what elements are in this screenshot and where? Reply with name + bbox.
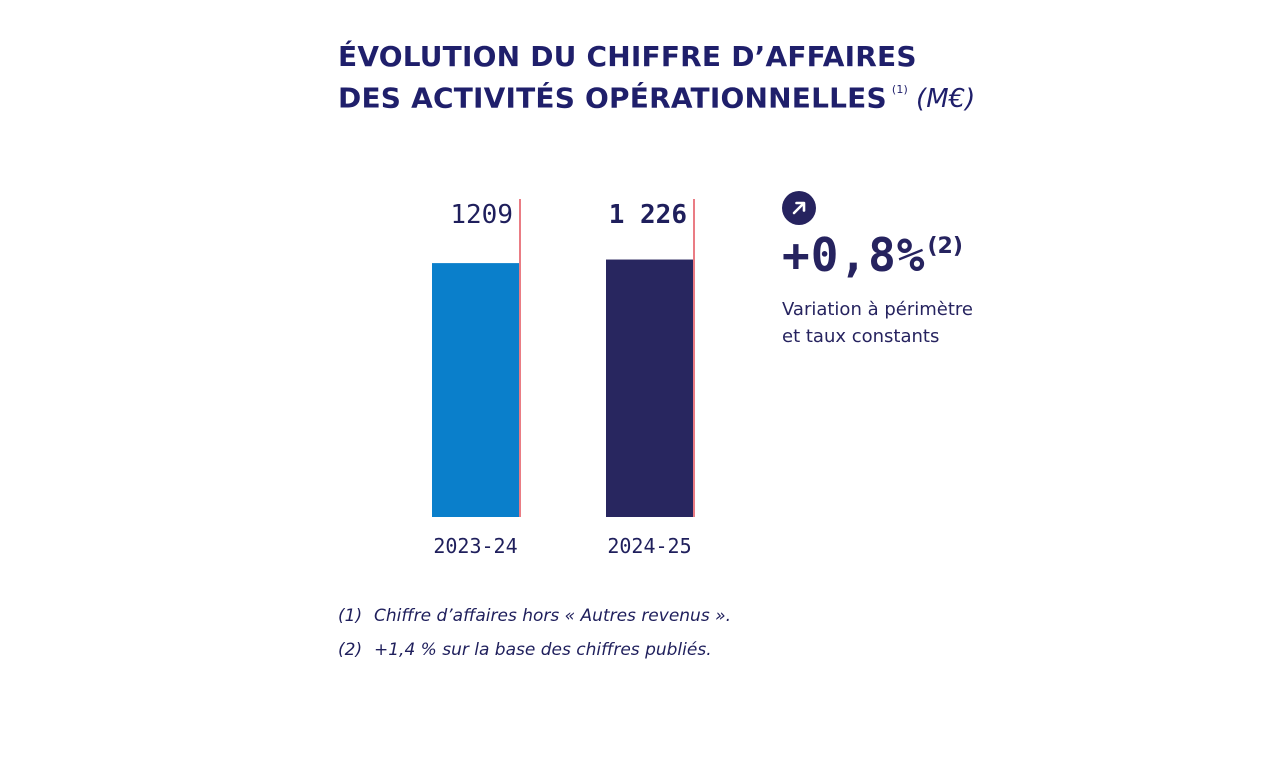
bar-value-label: 1209 (450, 200, 513, 230)
variation-footnote-ref: (2) (927, 234, 963, 259)
title-line-2: DES ACTIVITÉS OPÉRATIONNELLES (1) (M€) (338, 75, 1058, 118)
bar-value-label: 1 226 (609, 200, 687, 230)
bars-group: 1209 2023-24 1 226 2024-25 (432, 199, 695, 558)
bar-chart: 1209 2023-24 1 226 2024-25 (432, 199, 695, 558)
category-label: 2023-24 (433, 534, 517, 558)
title-line-2-text: DES ACTIVITÉS OPÉRATIONNELLES (338, 81, 887, 115)
variation-caption: Variation à périmètre et taux constants (782, 296, 1042, 350)
variation-value: +0,8%(2) (782, 228, 963, 282)
footnote-1-number: (1) (338, 606, 363, 626)
arrow-up-right-icon (782, 191, 816, 225)
category-label: 2024-25 (607, 534, 691, 558)
variation-value-text: +0,8% (782, 228, 926, 282)
bar-2024-25 (606, 259, 693, 517)
chart-title: ÉVOLUTION DU CHIFFRE D’AFFAIRES DES ACTI… (338, 38, 1058, 118)
title-footnote-ref: (1) (891, 83, 909, 96)
variation-caption-line-1: Variation à périmètre (782, 299, 973, 320)
footnote-1-text: Chiffre d’affaires hors « Autres revenus… (374, 606, 731, 626)
footnote-2-text: +1,4 % sur la base des chiffres publiés. (374, 640, 712, 660)
bar-2023-24 (432, 263, 519, 517)
footnote-1: (1) Chiffre d’affaires hors « Autres reve… (338, 603, 731, 637)
variation-caption-line-2: et taux constants (782, 326, 940, 347)
title-unit: (M€) (916, 84, 976, 115)
footnote-2-number: (2) (338, 640, 363, 660)
title-line-1: ÉVOLUTION DU CHIFFRE D’AFFAIRES (338, 40, 917, 73)
footnote-2: (2) +1,4 % sur la base des chiffres publi… (338, 637, 731, 671)
footnotes: (1) Chiffre d’affaires hors « Autres reve… (338, 603, 731, 671)
